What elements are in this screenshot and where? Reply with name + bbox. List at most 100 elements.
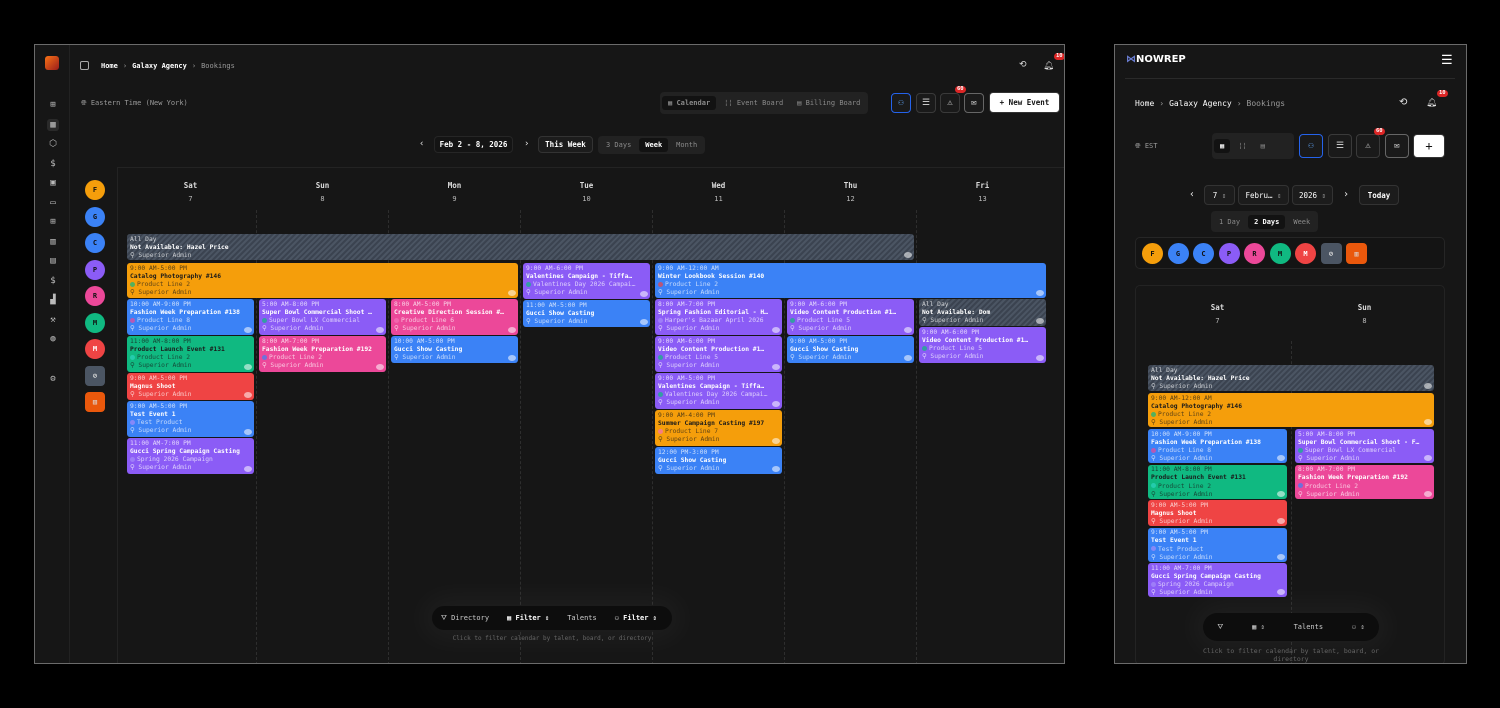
hamburger-menu-icon[interactable]: ☰ — [1441, 53, 1453, 68]
talents-filter[interactable]: Talents — [567, 614, 597, 622]
block-icon[interactable]: ⊘ — [85, 365, 105, 386]
history-icon[interactable]: ⟲ — [1019, 60, 1027, 70]
calendar-event[interactable]: 10:00 AM-5:00 PM Gucci Show Casting ⚲ Supe… — [391, 336, 518, 363]
bell-icon[interactable]: 🔔︎ — [1426, 98, 1436, 108]
calendar-event[interactable]: 9:00 AM-5:00 PM Magnus Shoot ⚲ Superior Ad… — [127, 373, 254, 400]
tab-week[interactable]: Week — [1293, 217, 1311, 226]
calendar-view-tab[interactable]: ▦ — [1214, 139, 1231, 153]
day-select[interactable]: 7 ⇕ — [1204, 185, 1235, 205]
talent-avatar[interactable]: P — [85, 259, 105, 280]
dashboard-icon[interactable]: ⊞ — [50, 100, 56, 110]
folder-icon[interactable]: ▭ — [50, 197, 56, 208]
tab-week[interactable]: Week — [639, 138, 669, 152]
filters-button[interactable]: ☰ — [916, 93, 936, 113]
calendar-event[interactable]: 9:00 AM-5:00 PM Catalog Photography #146 P… — [127, 263, 518, 298]
block-icon[interactable]: ⊘ — [1320, 243, 1342, 264]
mail-button[interactable]: ✉ — [1385, 134, 1409, 158]
breadcrumb-agency[interactable]: Galaxy Agency — [1169, 99, 1232, 108]
talent-avatar[interactable]: G — [1167, 243, 1189, 264]
new-event-button[interactable]: + New Event — [989, 92, 1060, 113]
talent-avatar[interactable]: M — [85, 339, 105, 359]
building-icon[interactable]: ▥ — [50, 236, 56, 247]
wrench-icon[interactable]: ⚒ — [50, 314, 56, 325]
talent-view-button[interactable]: ⚇ — [891, 93, 911, 113]
talent-avatar[interactable]: R — [1244, 243, 1265, 264]
month-select[interactable]: Febru… ⇕ — [1238, 185, 1289, 205]
unavailable-banner[interactable]: All Day Not Available: Hazel Price ⚲ Super… — [1148, 365, 1434, 391]
event-board-tab[interactable]: ¦¦ — [1238, 142, 1247, 150]
breadcrumb-home[interactable]: Home — [101, 62, 118, 70]
calendar-event[interactable]: All Day Not Available: Dom ⚲ Superior Admi… — [919, 299, 1046, 326]
tab-3-days[interactable]: 3 Days — [606, 141, 632, 149]
calendar-event[interactable]: 8:00 AM-7:00 PM Spring Fashion Editorial … — [655, 299, 782, 335]
talent-avatar[interactable]: P — [1218, 243, 1240, 264]
date-range-button[interactable]: Feb 2 - 8, 2026 — [434, 136, 513, 153]
filters-button[interactable]: ☰ — [1328, 134, 1352, 158]
breadcrumb-home[interactable]: Home — [1135, 99, 1155, 108]
calendar-event[interactable]: 9:00 AM-5:00 PM Test Event 1 Test Product ⚲… — [1148, 527, 1287, 562]
calendar-event[interactable]: 9:00 AM-12:00 AM Winter Lookbook Session … — [655, 263, 1046, 298]
next-week-button[interactable]: › — [524, 139, 530, 149]
calendar-event[interactable]: 11:00 AM-7:00 PM Gucci Spring Campaign Ca… — [127, 438, 254, 474]
tab-month[interactable]: Month — [676, 141, 698, 149]
sidebar-toggle-icon[interactable] — [80, 61, 89, 70]
building-icon[interactable]: ▥ — [85, 392, 105, 412]
talent-avatar[interactable]: C — [1193, 243, 1214, 264]
calendar-event[interactable]: 10:00 AM-9:00 PM Fashion Week Preparation… — [127, 299, 254, 335]
tab-1-day[interactable]: 1 Day — [1219, 217, 1241, 226]
billing-board-tab[interactable]: ▤ — [1260, 142, 1265, 150]
calendar-event[interactable]: 12:00 PM-3:00 PM Gucci Show Casting ⚲ Supe… — [655, 447, 782, 474]
directory-filter[interactable]: ⛛ — [1208, 623, 1232, 632]
calendar-event[interactable]: 11:00 AM-8:00 PM Product Launch Event #13… — [1148, 464, 1287, 499]
timezone-label[interactable]: 🌐︎ EST — [1135, 142, 1158, 150]
chart-icon[interactable]: ▟ — [50, 295, 56, 305]
board-filter[interactable]: ▦ ⇕ — [1252, 623, 1265, 631]
calendar-event[interactable]: 9:00 AM-5:00 PM Test Event 1 Test Product ⚲… — [127, 401, 254, 437]
talent-avatar[interactable]: M — [1295, 243, 1316, 264]
document-icon[interactable]: ▤ — [50, 256, 56, 266]
bell-icon[interactable]: 🔔︎ — [1043, 61, 1053, 71]
image-icon[interactable]: ▣ — [50, 178, 56, 188]
talent-group-filter[interactable]: ⚇ Filter ⇕ — [614, 614, 657, 622]
unavailable-banner[interactable]: All Day Not Available: Hazel Price ⚲ Super… — [127, 234, 914, 260]
calendar-event[interactable]: 10:00 AM-9:00 PM Fashion Week Preparation… — [1148, 429, 1287, 463]
talent-avatar[interactable]: M — [85, 312, 105, 333]
building-icon[interactable]: ▥ — [1346, 243, 1367, 264]
grid-icon[interactable]: ⊞ — [50, 217, 56, 227]
calendar-event[interactable]: 11:00 AM-5:00 PM Gucci Show Casting ⚲ Supe… — [523, 300, 650, 327]
calendar-event[interactable]: 9:00 AM-6:00 PM Video Content Production … — [919, 327, 1046, 363]
globe-icon[interactable]: ◍ — [50, 334, 56, 344]
calendar-event[interactable]: 8:00 AM-7:00 PM Fashion Week Preparation … — [1295, 464, 1434, 499]
calendar-event[interactable]: 11:00 AM-8:00 PM Product Launch Event #13… — [127, 336, 254, 372]
calendar-icon[interactable]: ▦ — [47, 118, 59, 131]
talent-avatar[interactable]: F — [85, 180, 105, 200]
talents-filter[interactable]: Talents — [1293, 623, 1324, 631]
year-select[interactable]: 2026 ⇕ — [1292, 185, 1333, 205]
dollar-circle-icon[interactable]: $ — [50, 158, 56, 169]
calendar-event[interactable]: 9:00 AM-12:00 AM Catalog Photography #146… — [1148, 393, 1434, 427]
talent-avatar[interactable]: M — [1269, 243, 1291, 264]
calendar-event[interactable]: 9:00 AM-6:00 PM Video Content Production … — [787, 299, 914, 335]
calendar-event[interactable]: 9:00 AM-5:00 PM Gucci Show Casting ⚲ Super… — [787, 336, 914, 363]
talent-avatar[interactable]: R — [85, 286, 105, 306]
alerts-button[interactable]: ⚠ — [1356, 134, 1380, 158]
calendar-event[interactable]: 9:00 AM-6:00 PM Video Content Production … — [655, 336, 782, 372]
breadcrumb-agency[interactable]: Galaxy Agency — [132, 62, 187, 70]
talent-group-filter[interactable]: ⚇ ⇕ — [1351, 623, 1365, 631]
directory-filter[interactable]: ⛛ Directory — [441, 613, 490, 622]
talent-avatar[interactable]: F — [1142, 243, 1163, 264]
timezone-label[interactable]: 🌐︎ Eastern Time (New York) — [81, 99, 188, 107]
mail-button[interactable]: ✉ — [964, 93, 984, 113]
calendar-event[interactable]: 9:00 AM-5:00 PM Valentines Campaign - Tif… — [655, 373, 782, 409]
this-week-button[interactable]: This Week — [538, 136, 593, 153]
prev-button[interactable]: ‹ — [1189, 189, 1196, 200]
calendar-event[interactable]: 8:00 AM-7:00 PM Fashion Week Preparation … — [259, 336, 386, 372]
calendar-event[interactable]: 9:00 AM-4:00 PM Summer Campaign Casting #… — [655, 410, 782, 446]
next-button[interactable]: › — [1343, 189, 1350, 200]
calendar-event[interactable]: 8:00 AM-5:00 PM Creative Direction Sessio… — [391, 299, 518, 335]
calendar-event[interactable]: 9:00 AM-6:00 PM Valentines Campaign - Tif… — [523, 263, 650, 299]
new-event-button[interactable]: + — [1413, 134, 1445, 158]
calendar-event[interactable]: 5:00 AM-8:00 PM Super Bowl Commercial Sho… — [259, 299, 386, 335]
tab-2-days[interactable]: 2 Days — [1248, 214, 1286, 229]
talent-view-button[interactable]: ⚇ — [1299, 134, 1323, 158]
